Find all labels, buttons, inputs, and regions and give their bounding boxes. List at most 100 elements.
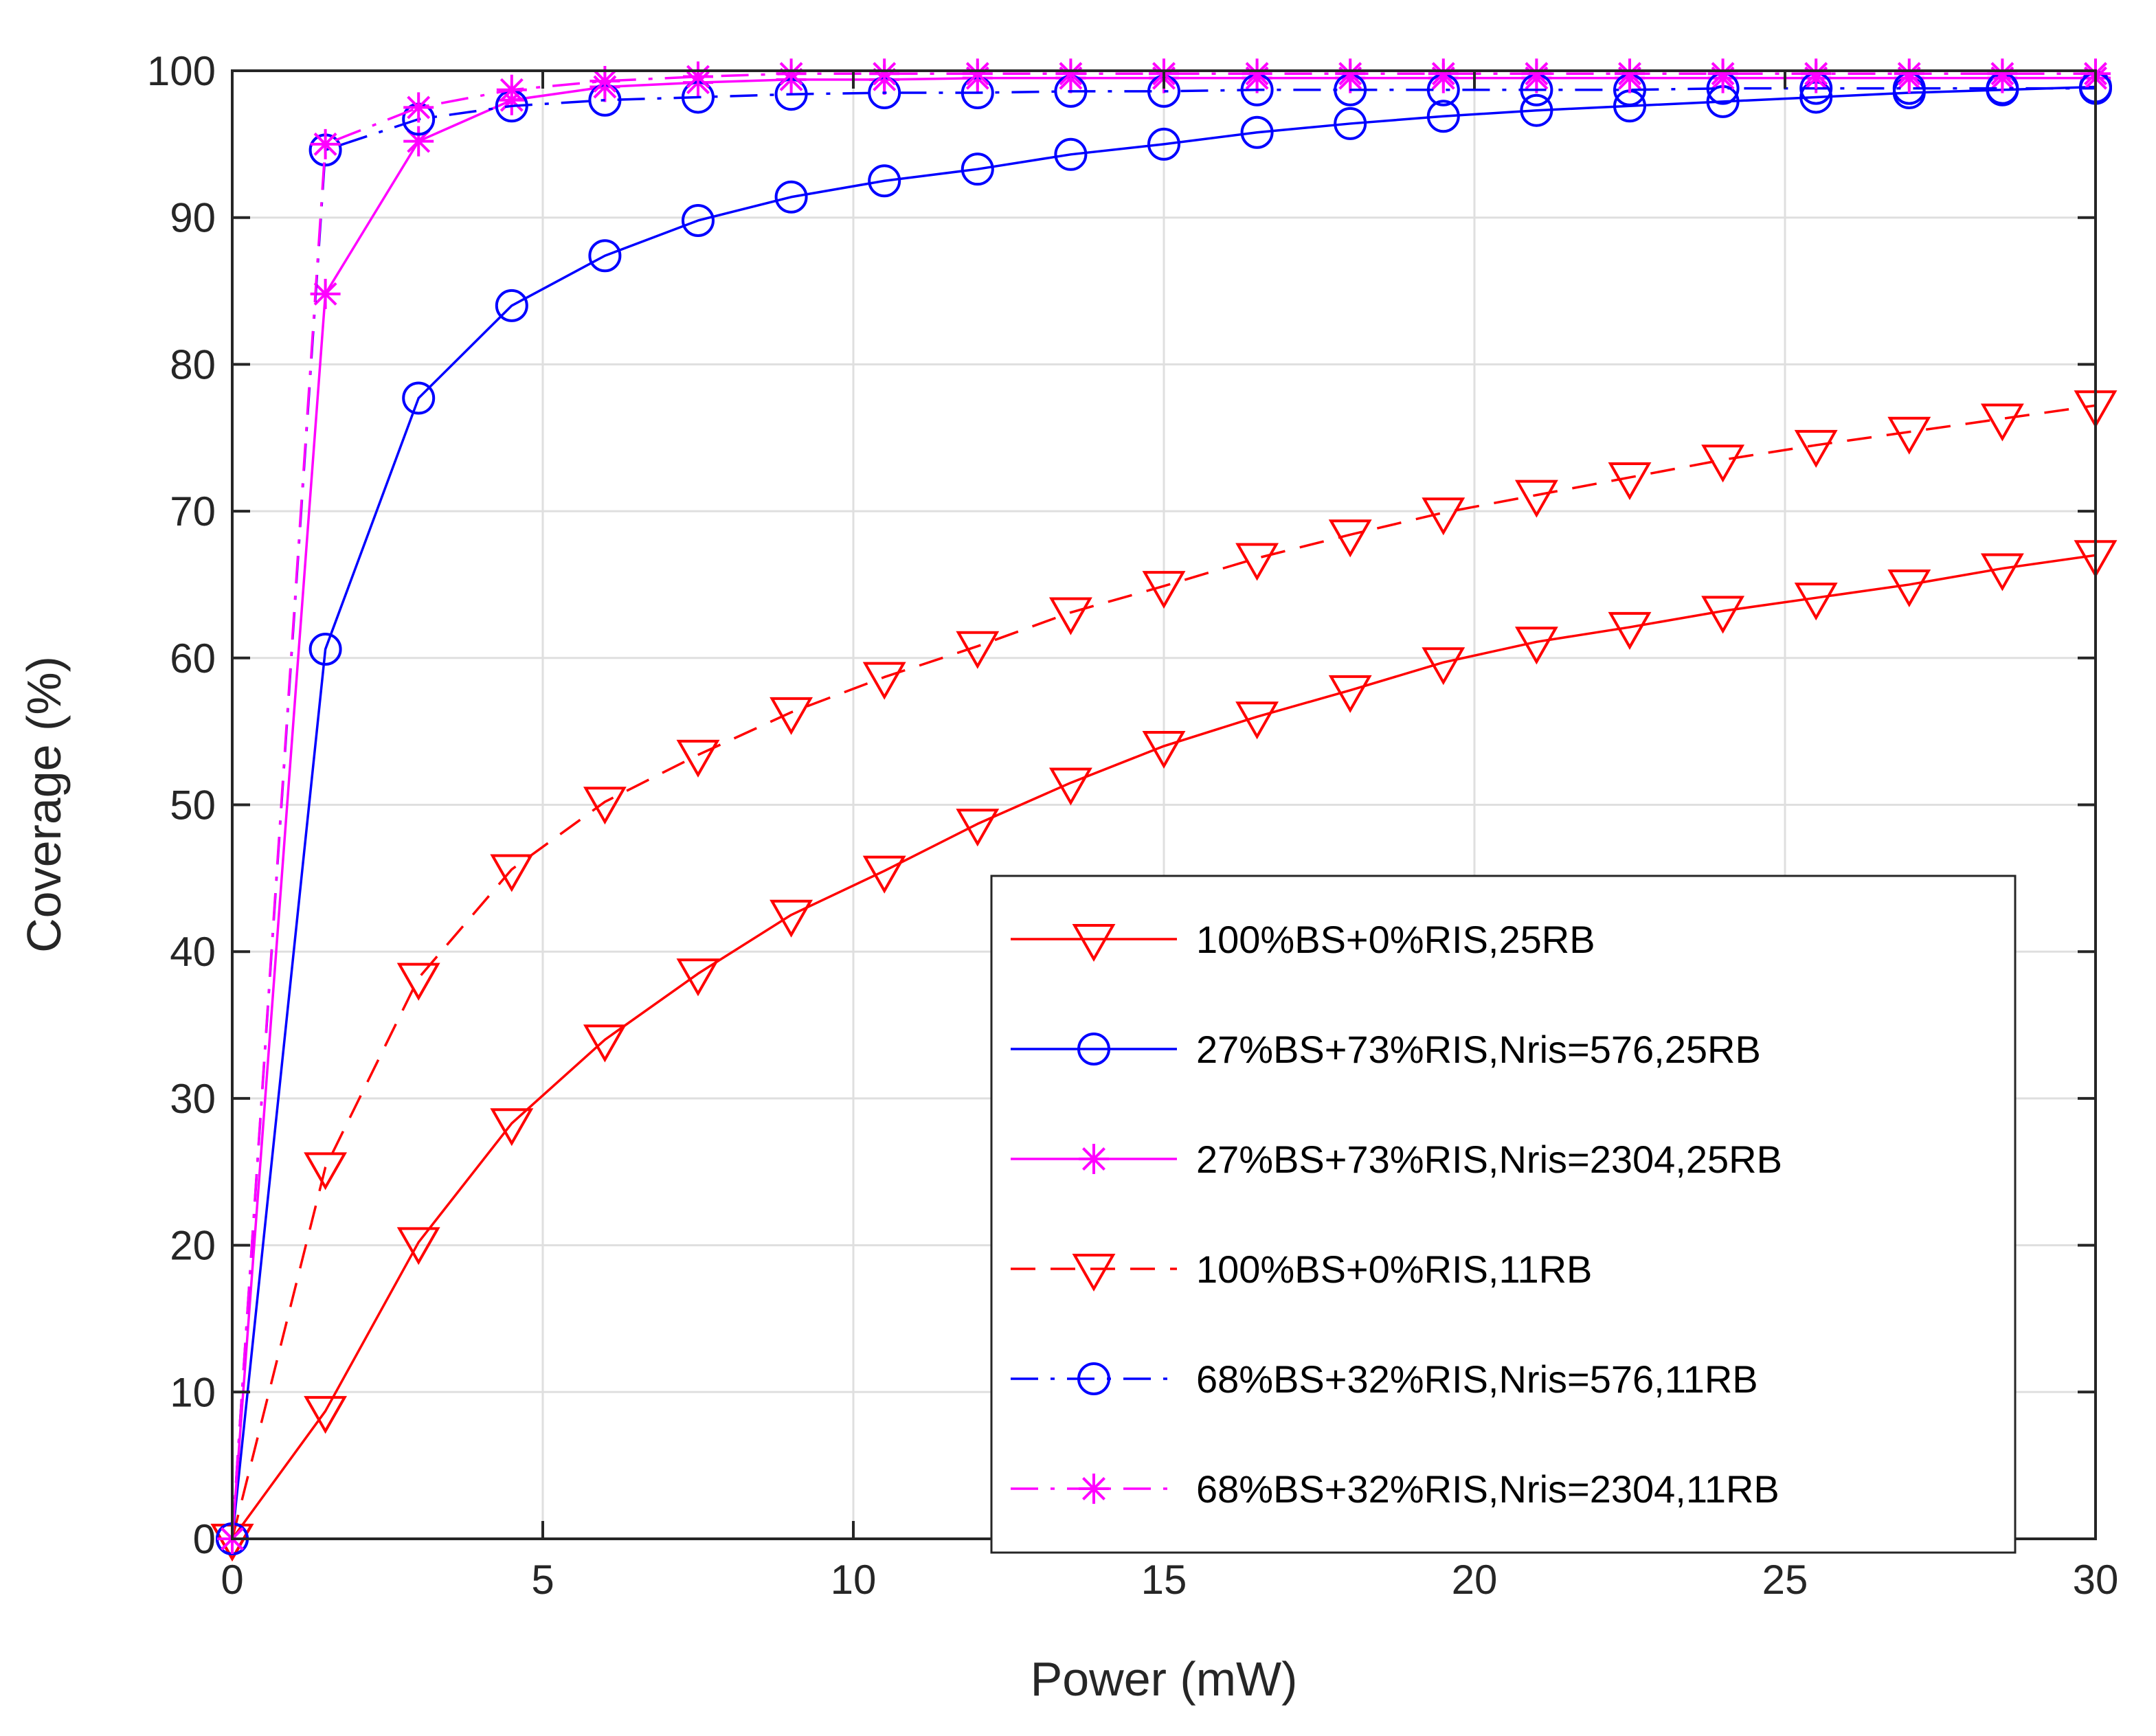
series-line [231,85,2096,1540]
data-point [862,662,906,700]
legend-label: 100%BS+0%RIS,25RB [1196,918,1595,961]
y-tick-label: 40 [170,929,216,975]
series-1 [210,540,2118,1562]
y-tick-label: 30 [170,1076,216,1122]
data-point [1608,462,1652,500]
y-tick-label: 70 [170,488,216,534]
data-point [1048,767,1092,806]
data-point [1335,58,1366,89]
data-point [1240,115,1274,149]
x-tick-label: 20 [1452,1557,1498,1603]
data-point [1514,480,1558,518]
legend-marker [1072,924,1116,962]
data-point [1048,597,1092,635]
data-point [396,1227,440,1265]
data-point [1055,58,1086,89]
data-point [776,58,807,89]
data-point [862,855,906,894]
legend-marker [1079,1474,1109,1504]
data-point [869,58,900,89]
x-tick-label: 30 [2073,1557,2119,1603]
x-tick-label: 5 [531,1557,554,1603]
data-point [682,203,715,237]
y-tick-label: 20 [170,1223,216,1269]
data-point [956,809,1000,847]
x-axis-label: Power (mW) [1031,1652,1298,1706]
data-point [304,1396,348,1434]
data-point [1334,106,1367,140]
data-point [402,381,436,415]
data-point [1887,569,1931,607]
data-point [770,899,813,938]
data-point [683,61,713,92]
legend-item: 100%BS+0%RIS,25RB [1011,918,1595,962]
y-axis-label: Coverage (%) [17,656,71,953]
data-point [774,180,808,214]
data-point [1235,543,1279,581]
data-point [1426,100,1460,133]
data-point [956,631,1000,669]
legend-item: 68%BS+32%RIS,Nris=2304,11RB [1011,1467,1779,1511]
data-point [589,65,620,96]
y-tick-label: 0 [193,1516,216,1562]
data-point [961,153,994,186]
y-tick-label: 60 [170,635,216,681]
legend-marker [1072,1254,1116,1292]
data-point [1980,403,2024,442]
data-point [308,632,342,666]
data-point [1514,627,1558,665]
legend-marker [1079,1144,1109,1174]
data-point [1794,429,1838,468]
data-point [1987,58,2018,89]
y-tick-label: 50 [170,782,216,828]
data-point [403,126,434,157]
data-point [1235,701,1279,740]
legend-item: 27%BS+73%RIS,Nris=576,25RB [1011,1028,1761,1071]
data-point [1887,416,1931,455]
series-4 [210,390,2118,1562]
data-point [490,1108,534,1147]
data-point [496,74,527,105]
data-point [1615,58,1645,89]
data-point [1142,571,1186,609]
data-point [1608,611,1652,650]
legend-item: 27%BS+73%RIS,Nris=2304,25RB [1011,1138,1782,1181]
x-tick-label: 25 [1762,1557,1808,1603]
x-tick-label: 0 [221,1557,243,1603]
series-line [231,404,2096,1540]
legend-label: 68%BS+32%RIS,Nris=2304,11RB [1196,1467,1779,1511]
legend-label: 68%BS+32%RIS,Nris=576,11RB [1196,1357,1758,1401]
data-point [1142,731,1186,769]
data-point [583,787,627,825]
legend: 100%BS+0%RIS,25RB 27%BS+73%RIS,Nris=576,2… [990,875,2017,1554]
legend-item: 68%BS+32%RIS,Nris=576,11RB [1011,1357,1758,1401]
y-tick-label: 90 [170,195,216,241]
data-point [868,164,901,198]
data-point [583,1024,627,1063]
legend-label: 100%BS+0%RIS,11RB [1196,1248,1592,1291]
axis-ticks: 0 5 10 15 20 25 30 0 10 20 30 40 50 60 70 80 90 100 [147,48,2118,1603]
series-line [231,554,2096,1540]
data-point [396,962,440,1001]
data-point [1328,519,1372,558]
legend-marker [1077,1033,1110,1066]
data-point [676,958,720,997]
data-point [495,289,528,322]
data-point [1521,58,1552,89]
legend-label: 27%BS+73%RIS,Nris=576,25RB [1196,1028,1761,1071]
data-point [1054,137,1088,171]
data-point [962,58,993,89]
data-point [403,92,434,123]
y-tick-label: 10 [170,1369,216,1415]
y-tick-label: 100 [147,48,216,94]
data-point [1328,675,1372,713]
data-point [310,278,341,309]
data-point [770,697,813,735]
legend-box [990,875,2017,1554]
data-point [588,239,622,273]
data-point [490,854,534,892]
data-point [1422,497,1466,536]
data-point [1701,596,1745,634]
data-point [676,739,720,778]
data-point [1520,93,1553,127]
